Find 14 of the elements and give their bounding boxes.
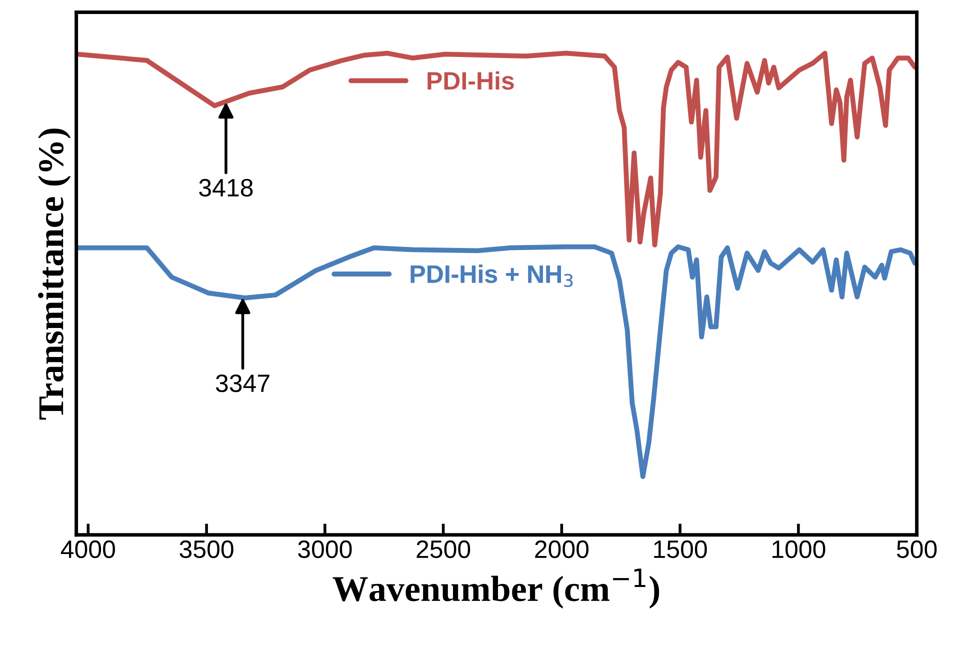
y-axis-title: Transmittance (%)	[38, 128, 71, 420]
x-tick-label: 4000	[60, 540, 115, 558]
x-tick-label: 3500	[180, 540, 234, 558]
x-tick-label: 1500	[654, 540, 707, 558]
x-tick-label: 3000	[298, 540, 352, 558]
legend-label: PDI-His	[428, 71, 514, 90]
annotation: 3347	[216, 374, 270, 392]
annotation: 3418	[199, 178, 253, 197]
x-tick-label: 2000	[535, 540, 588, 558]
x-tick-label: 500	[896, 540, 937, 558]
legend-label: PDI-His + NH$_{3}$	[410, 264, 573, 288]
x-axis-title: Wavenumber (cm$^{−1}$)	[332, 568, 660, 609]
x-tick-label: 1000	[772, 540, 826, 558]
x-tick-label: 2500	[416, 540, 470, 558]
